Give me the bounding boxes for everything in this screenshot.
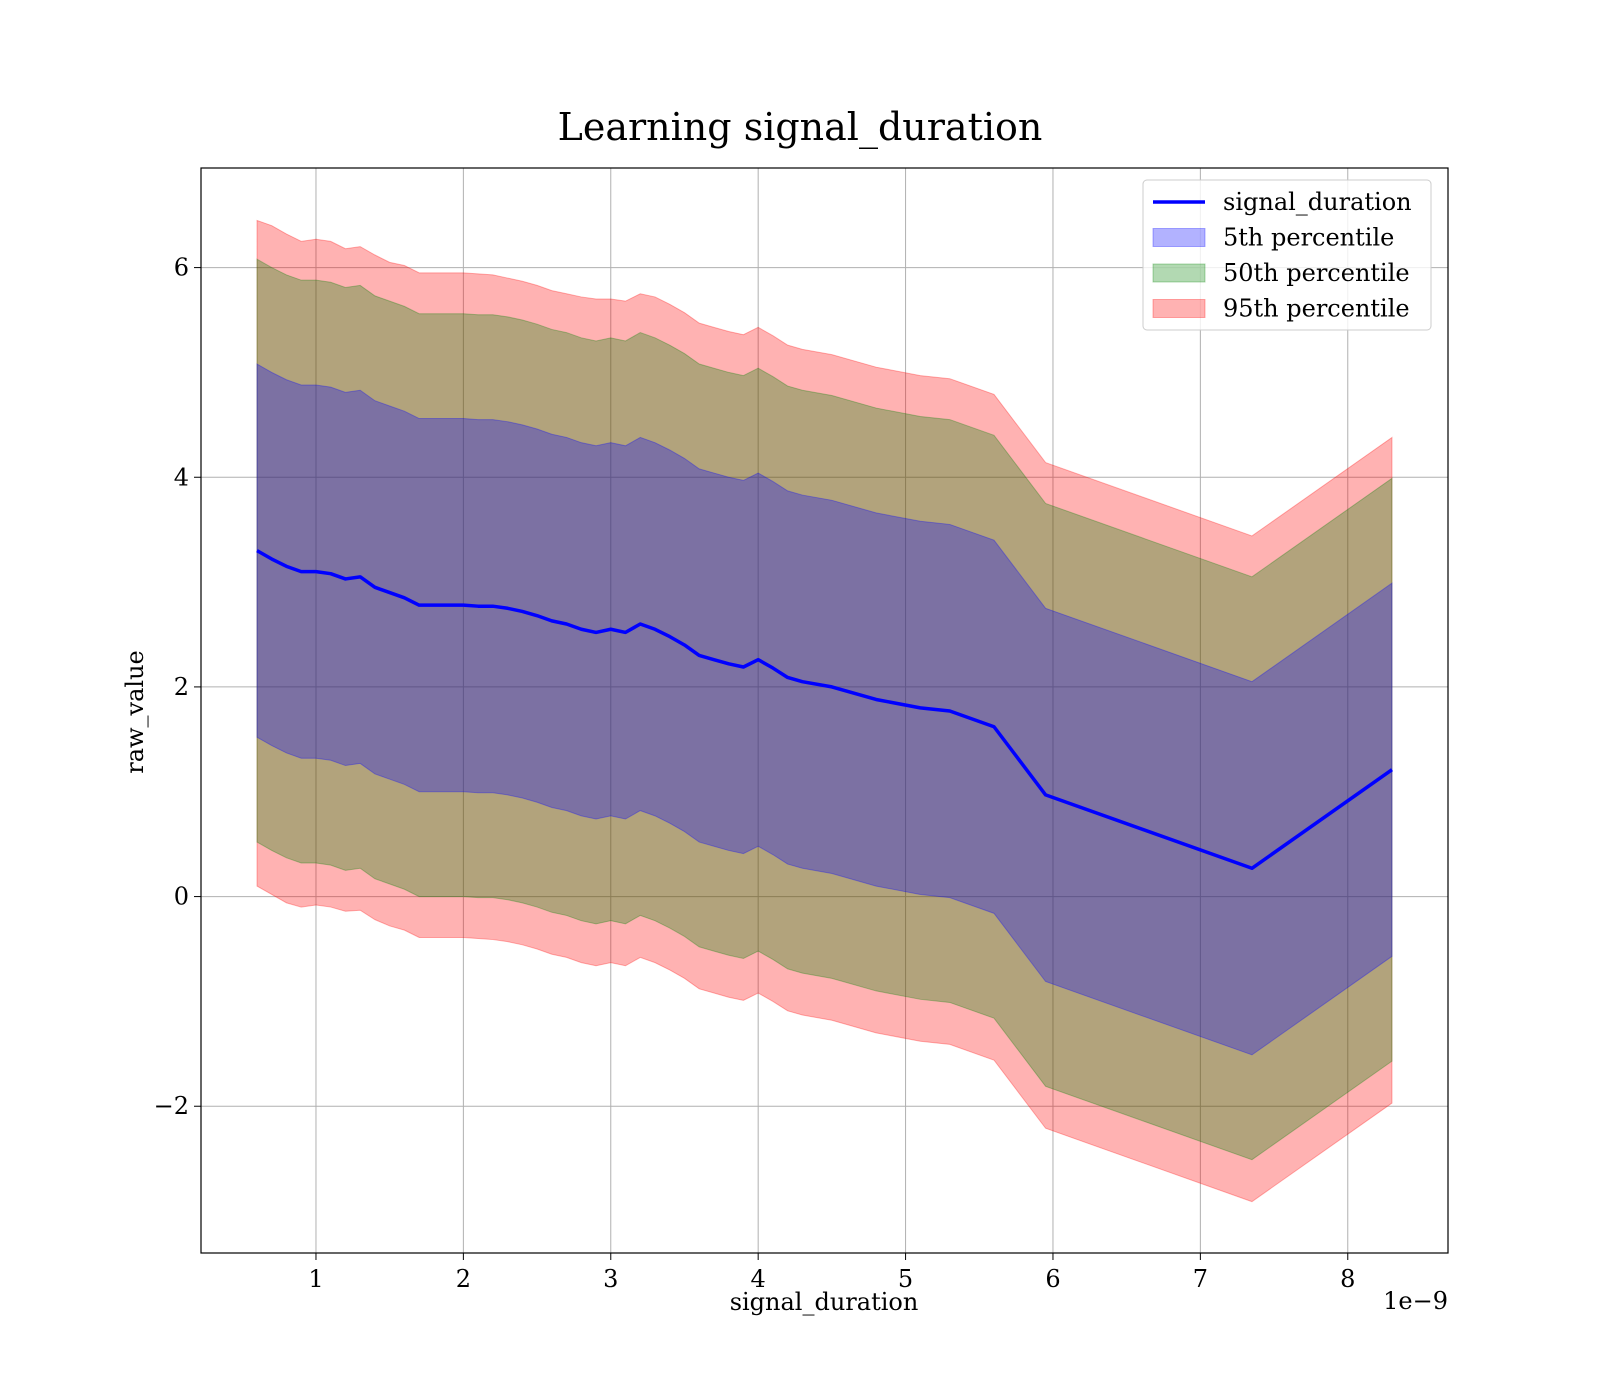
x-tick-label: 5 — [898, 1265, 913, 1293]
legend-entry-label: 50th percentile — [1223, 259, 1410, 287]
legend-patch-swatch — [1152, 299, 1206, 318]
y-axis-ticks: −2 0 2 4 6 — [154, 254, 201, 1120]
x-tick-label: 2 — [456, 1265, 471, 1293]
x-tick-label: 6 — [1045, 1265, 1060, 1293]
chart-title: Learning signal_duration — [558, 105, 1043, 150]
x-tick-label: 8 — [1340, 1265, 1355, 1293]
x-axis-ticks: 1 2 3 4 5 6 7 8 — [308, 1253, 1355, 1293]
series-line-signal_duration — [256, 549, 1393, 871]
x-axis-offset-label: 1e−9 — [1383, 1287, 1448, 1315]
y-tick-label: 0 — [174, 883, 189, 911]
x-tick-label: 1 — [308, 1265, 323, 1293]
y-axis-label: raw_value — [121, 650, 149, 774]
x-tick-label: 4 — [751, 1265, 766, 1293]
x-tick-label: 7 — [1193, 1265, 1208, 1293]
y-tick-label: −2 — [154, 1092, 189, 1120]
legend-box — [1142, 179, 1432, 331]
legend-entry-label: 5th percentile — [1223, 224, 1394, 252]
legend-patch-swatch — [1152, 263, 1206, 283]
legend-entry-label: signal_duration — [1223, 188, 1412, 216]
band-95th — [256, 219, 1393, 1203]
legend-entry-label: 95th percentile — [1223, 295, 1410, 323]
x-tick-label: 3 — [603, 1265, 618, 1293]
band-50th — [256, 258, 1393, 1161]
y-tick-label: 6 — [174, 254, 189, 282]
legend: signal_duration 5th percentile 50th percen… — [1142, 179, 1432, 331]
x-axis-label: signal_duration — [730, 1288, 919, 1316]
legend-patch-swatch — [1152, 228, 1206, 247]
y-tick-label: 4 — [174, 463, 189, 491]
series-lines — [256, 549, 1393, 871]
y-tick-label: 2 — [174, 673, 189, 701]
percentile-bands — [256, 219, 1393, 1203]
plot-frame — [200, 167, 1449, 1254]
band-5th — [256, 363, 1393, 1056]
